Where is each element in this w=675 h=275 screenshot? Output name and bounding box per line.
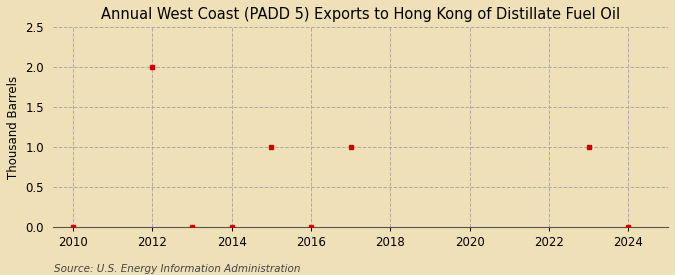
Text: Source: U.S. Energy Information Administration: Source: U.S. Energy Information Administ… <box>54 264 300 274</box>
Title: Annual West Coast (PADD 5) Exports to Hong Kong of Distillate Fuel Oil: Annual West Coast (PADD 5) Exports to Ho… <box>101 7 620 22</box>
Y-axis label: Thousand Barrels: Thousand Barrels <box>7 75 20 178</box>
